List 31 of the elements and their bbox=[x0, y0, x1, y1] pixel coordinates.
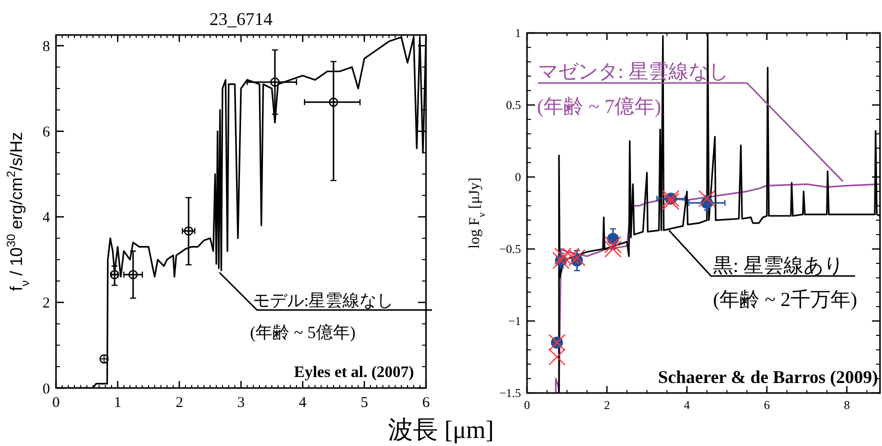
x-tick-label: 2 bbox=[176, 395, 184, 411]
y-tick-label: 2 bbox=[42, 296, 50, 312]
x-tick-label: 8 bbox=[844, 398, 850, 412]
y-tick-label: 4 bbox=[42, 210, 50, 226]
annotation: (年齢 ~ 2千万年) bbox=[713, 289, 858, 311]
x-tick-label: 3 bbox=[237, 395, 245, 411]
x-axis-title: 波長 [μm] bbox=[388, 417, 494, 444]
annotation: (年齢 ~ 5億年) bbox=[250, 323, 356, 342]
x-tick-label: 6 bbox=[422, 395, 430, 411]
annotation: 黒: 星雲線あり bbox=[713, 255, 844, 277]
y-tick-label: 8 bbox=[42, 38, 50, 55]
x-tick-label: 5 bbox=[360, 395, 368, 411]
x-tick-label: 6 bbox=[764, 398, 770, 412]
x-tick-label: 2 bbox=[604, 398, 610, 412]
y-tick-label: 0 bbox=[42, 381, 50, 398]
x-tick-label: 4 bbox=[684, 398, 690, 412]
y-tick-label: −1.5 bbox=[499, 386, 521, 400]
annotation: Schaerer & de Barros (2009) bbox=[658, 367, 878, 387]
annotation: モデル:星雲線なし bbox=[253, 291, 394, 310]
x-tick-label: 0 bbox=[524, 398, 530, 412]
annotation: Eyles et al. (2007) bbox=[294, 364, 414, 381]
y-tick-label: −1 bbox=[508, 314, 521, 328]
y-tick-label: 6 bbox=[42, 124, 50, 141]
y-tick-label: 1 bbox=[515, 26, 521, 40]
y-tick-label: 0 bbox=[515, 170, 521, 184]
chart-title: 23_6714 bbox=[210, 9, 272, 29]
annotation: (年齢 ~ 7億年) bbox=[537, 96, 662, 118]
x-tick-label: 4 bbox=[298, 395, 307, 411]
y-tick-label: 0.5 bbox=[506, 98, 521, 112]
x-tick-label: 1 bbox=[114, 395, 122, 411]
y-tick-label: −0.5 bbox=[499, 242, 521, 256]
